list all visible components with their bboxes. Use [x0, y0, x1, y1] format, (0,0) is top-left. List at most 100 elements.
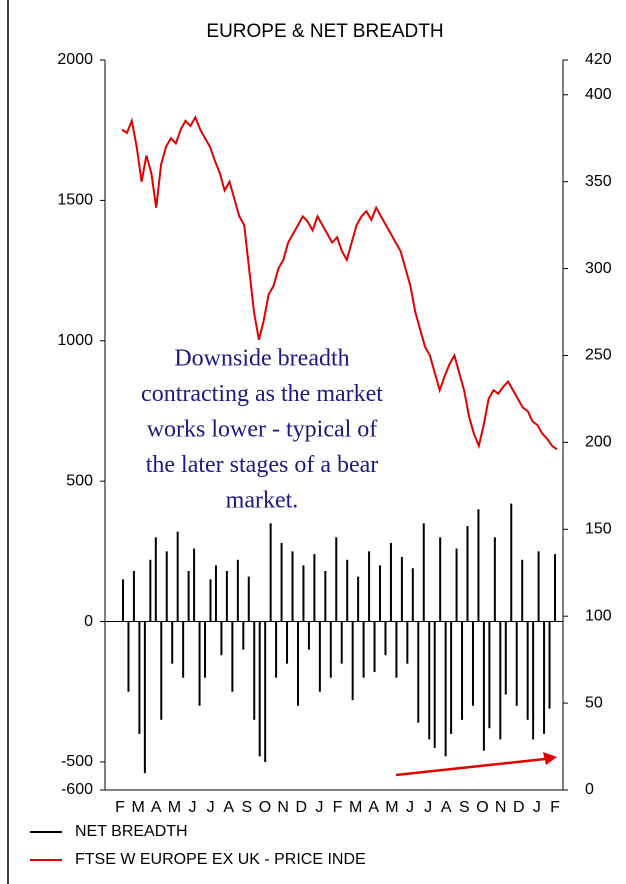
bar — [132, 571, 135, 622]
y2-tick-label: 350 — [585, 173, 612, 190]
y-tick-label: 2000 — [57, 51, 93, 68]
bar — [537, 551, 540, 622]
y2-tick-label: 300 — [585, 260, 612, 277]
bar — [471, 621, 474, 706]
bar — [362, 621, 365, 678]
y2-tick-label: 200 — [585, 434, 612, 451]
bar — [351, 621, 354, 701]
bar — [318, 621, 321, 692]
bar — [296, 621, 299, 706]
y2-tick-label: 50 — [585, 694, 603, 711]
bar — [488, 621, 491, 729]
bar — [154, 537, 157, 622]
bar — [411, 568, 414, 622]
bar — [264, 621, 267, 762]
x-tick-label: J — [406, 799, 414, 816]
x-tick-label: A — [441, 799, 452, 816]
bar — [466, 526, 469, 622]
x-tick-label: D — [295, 799, 307, 816]
x-tick-label: J — [533, 799, 541, 816]
x-tick-label: M — [349, 799, 362, 816]
bar — [269, 523, 272, 622]
x-tick-label: J — [207, 799, 215, 816]
bar — [417, 621, 420, 723]
x-tick-label: O — [476, 799, 488, 816]
x-tick-label: S — [242, 799, 253, 816]
bar — [236, 559, 239, 622]
bar — [450, 621, 453, 734]
bar — [521, 559, 524, 622]
bar — [346, 559, 349, 622]
bar — [515, 621, 518, 706]
bar — [122, 579, 124, 622]
bar — [554, 554, 556, 622]
bar — [214, 565, 217, 622]
bar — [247, 576, 250, 622]
bar — [439, 537, 442, 622]
bar — [444, 621, 447, 757]
bar — [258, 621, 261, 757]
y2-tick-label: 0 — [585, 781, 594, 798]
x-tick-label: A — [368, 799, 379, 816]
bar — [357, 576, 360, 622]
x-tick-label: M — [168, 799, 181, 816]
bar — [532, 621, 535, 740]
x-tick-label: N — [495, 799, 507, 816]
annotation-text: Downside breadth — [174, 346, 349, 372]
annotation: Downside breadth contracting as the marke… — [141, 346, 383, 514]
bar — [477, 509, 480, 622]
y-tick-label: 1500 — [57, 192, 93, 209]
x-tick-label: M — [385, 799, 398, 816]
y-tick-label: 0 — [84, 613, 93, 630]
bar — [302, 565, 305, 622]
bar — [455, 548, 458, 622]
chart-title: EUROPE & NET BREADTH — [206, 21, 443, 42]
x-tick-label: J — [189, 799, 197, 816]
bar — [160, 621, 163, 720]
bar — [182, 621, 185, 678]
x-tick-label: N — [277, 799, 289, 816]
bar — [307, 621, 310, 650]
bar — [400, 556, 403, 622]
bar — [373, 621, 376, 673]
y2-tick-label: 100 — [585, 607, 612, 624]
legend-label: FTSE W EUROPE EX UK - PRICE INDE — [75, 851, 366, 868]
bar — [504, 621, 507, 695]
arrow-head — [543, 752, 557, 765]
bar — [526, 621, 529, 720]
annotation-text: market. — [226, 488, 299, 514]
bar — [127, 621, 130, 692]
y-tick-label: -600 — [61, 781, 93, 798]
bar — [482, 621, 485, 751]
annotation-text: the later stages of a bear — [146, 452, 379, 478]
bar — [379, 565, 382, 622]
bar — [231, 621, 234, 692]
y-tick-label: -500 — [61, 753, 93, 770]
bar — [510, 503, 513, 622]
bar — [324, 571, 327, 622]
bar — [143, 621, 146, 774]
bar — [406, 621, 409, 664]
y-tick-label: 1000 — [57, 332, 93, 349]
bar — [275, 621, 278, 678]
y2-tick-label: 400 — [585, 86, 612, 103]
bar — [291, 551, 294, 622]
y2-tick-label: 250 — [585, 347, 612, 364]
bar — [149, 559, 152, 622]
annotation-box — [109, 345, 419, 517]
bar — [384, 621, 387, 656]
x-tick-label: J — [424, 799, 432, 816]
y-tick-label: 500 — [66, 472, 93, 489]
bar — [313, 554, 316, 622]
bar — [165, 551, 168, 622]
bar — [395, 621, 398, 678]
bar — [209, 579, 212, 622]
bar — [433, 621, 436, 748]
bar — [499, 621, 502, 740]
bar — [422, 523, 425, 622]
bar — [286, 621, 289, 664]
bar — [198, 621, 201, 706]
line — [121, 115, 558, 451]
x-tick-label: S — [459, 799, 470, 816]
